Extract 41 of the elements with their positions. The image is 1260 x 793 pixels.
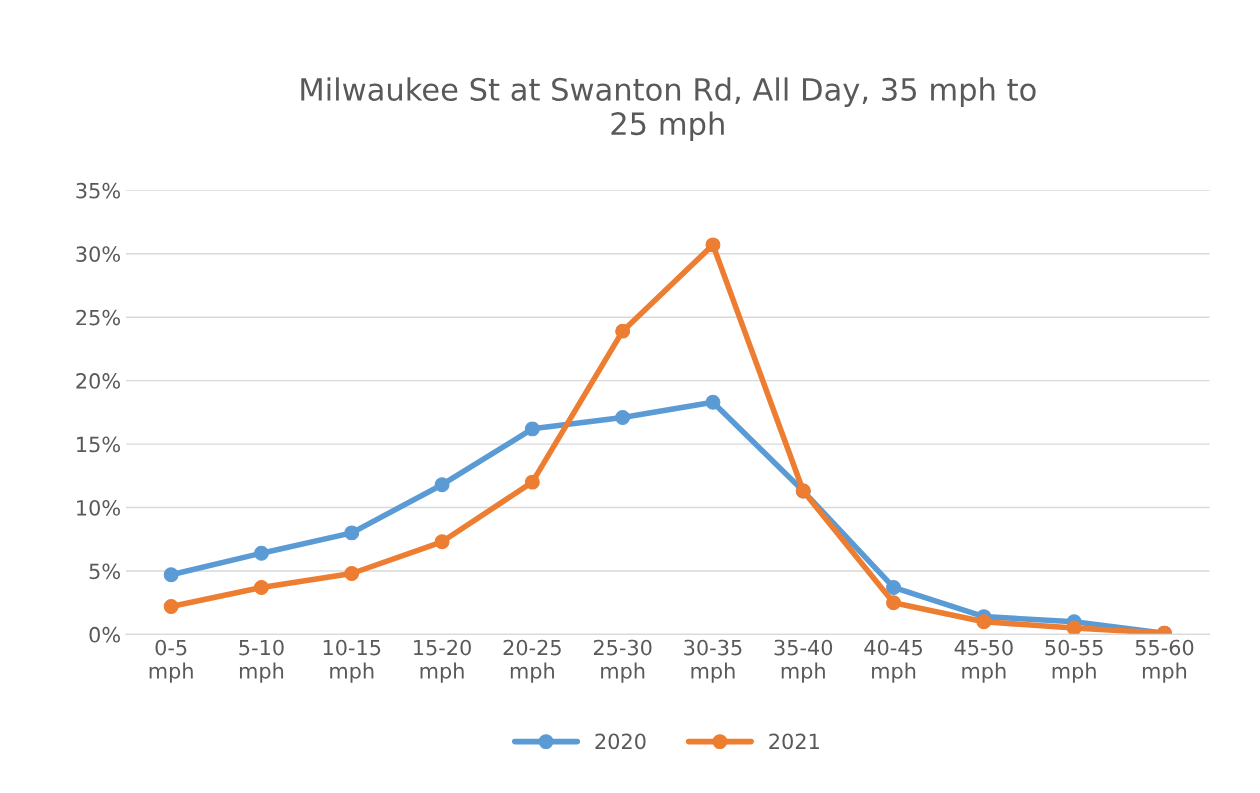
x-tick-label: 30-35 mph (684, 639, 742, 683)
point (163, 567, 179, 583)
point (163, 599, 179, 614)
y-tick-label: 30% (76, 246, 120, 262)
point (1066, 620, 1082, 635)
point (705, 237, 721, 253)
x-tick-label: 20-25 mph (503, 639, 561, 683)
point (705, 394, 721, 410)
y-tick-label: 15% (77, 436, 120, 453)
x-tick-label: 0-5 mph (149, 639, 193, 683)
y-tick-label: 0% (89, 626, 120, 643)
point (615, 409, 631, 425)
point (524, 421, 540, 437)
chart-title: Milwaukee St at Swanton Rd, All Day, 35 mph to 25 mph (301, 77, 1036, 142)
y-tick-label: 5% (89, 563, 120, 580)
point (886, 579, 902, 595)
x-tick-label: 55-60 mph (1135, 639, 1194, 683)
point (253, 579, 269, 595)
x-tick-label: 45-50 mph (954, 639, 1013, 683)
y-tick-label: 10% (77, 499, 120, 516)
point (524, 474, 540, 490)
legend-label: 2020 (595, 733, 646, 750)
y-tick-label: 25% (76, 309, 120, 326)
x-tick-label: 10-15 mph (323, 639, 381, 683)
point (253, 545, 269, 561)
y-tick-label: 20% (76, 373, 120, 389)
x-tick-label: 50-55 mph (1045, 639, 1103, 683)
x-tick-label: 5-10 mph (239, 639, 284, 683)
x-tick-label: 35-40 mph (774, 639, 833, 683)
point (886, 595, 902, 611)
x-tick-label: 25-30 mph (593, 639, 652, 683)
x-tick-label: 15-20 mph (414, 639, 471, 683)
point (344, 525, 360, 541)
point (976, 614, 992, 630)
point (615, 323, 631, 339)
point (434, 534, 450, 550)
x-tick-label: 40-45 mph (864, 639, 922, 683)
point (434, 477, 450, 493)
legend-label: 2021 (769, 733, 819, 750)
point (344, 566, 360, 581)
y-tick-label: 35% (76, 182, 120, 199)
